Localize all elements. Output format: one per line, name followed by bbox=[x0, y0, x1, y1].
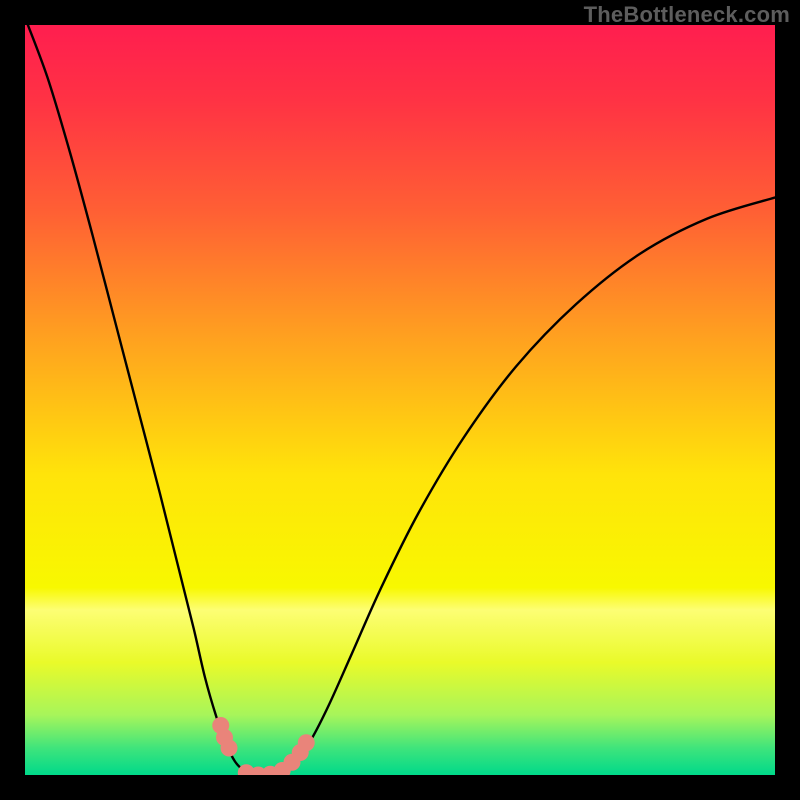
curve-marker bbox=[221, 740, 238, 757]
plot-background bbox=[25, 25, 775, 775]
watermark-text: TheBottleneck.com bbox=[584, 2, 790, 28]
bottleneck-chart bbox=[0, 0, 800, 800]
chart-stage: TheBottleneck.com bbox=[0, 0, 800, 800]
curve-marker bbox=[298, 734, 315, 751]
